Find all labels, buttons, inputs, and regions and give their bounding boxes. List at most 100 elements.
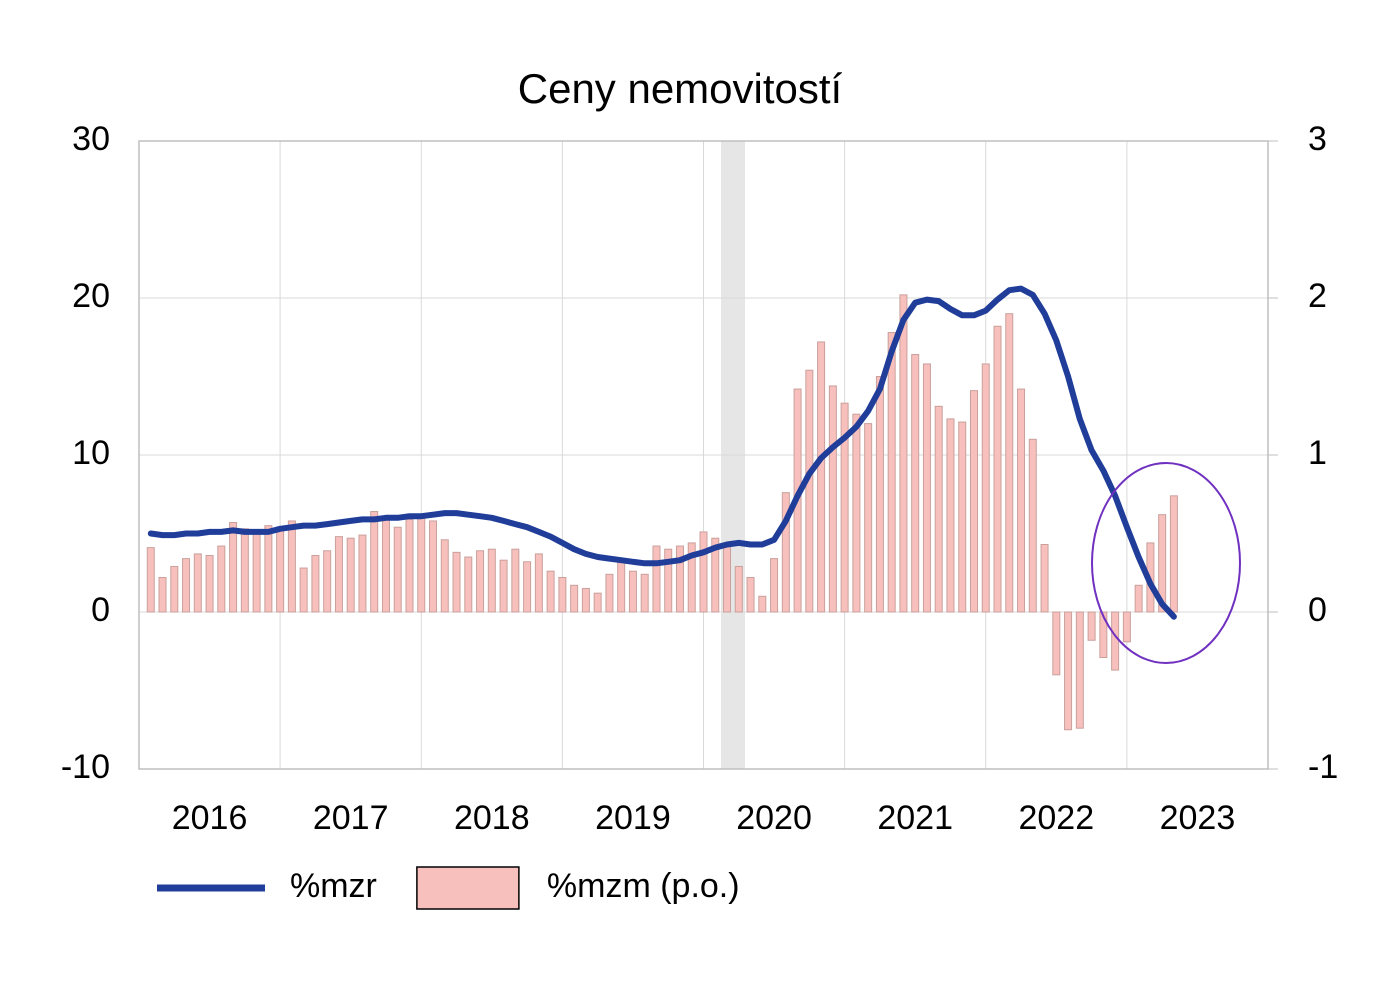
bar	[358, 534, 367, 613]
chart-title: Ceny nemovitostí	[518, 65, 843, 112]
bar	[405, 518, 414, 613]
y2-tick-label: 3	[1308, 120, 1327, 158]
bar	[699, 531, 708, 613]
bar	[969, 390, 978, 613]
bar	[570, 584, 579, 613]
bar	[1122, 611, 1131, 643]
bar	[252, 531, 261, 613]
bar	[711, 537, 720, 613]
legend-swatch	[416, 866, 520, 910]
bar	[323, 550, 332, 613]
bar	[1017, 388, 1026, 613]
bar	[1134, 584, 1143, 613]
bar	[429, 520, 438, 613]
bar	[781, 492, 790, 613]
bar	[370, 511, 379, 613]
bar	[158, 576, 167, 613]
bar	[652, 545, 661, 613]
bar	[287, 520, 296, 613]
bar	[840, 402, 849, 613]
y-tick-label: -10	[61, 748, 110, 786]
legend-label: %mzr	[290, 867, 377, 905]
bar	[1028, 438, 1037, 613]
bar	[1099, 611, 1108, 659]
bar	[770, 558, 779, 613]
bar	[299, 567, 308, 613]
bar	[240, 528, 249, 613]
bar	[805, 369, 814, 613]
bar	[899, 294, 908, 613]
bar	[934, 405, 943, 613]
bar	[746, 576, 755, 613]
bar	[558, 576, 567, 613]
x-tick-label: 2018	[454, 799, 530, 837]
bar	[534, 553, 543, 613]
bar	[864, 423, 873, 613]
bar	[393, 526, 402, 613]
bar	[381, 517, 390, 613]
bar	[1169, 495, 1178, 613]
bar	[758, 595, 767, 613]
x-tick-label: 2017	[313, 799, 389, 837]
bar	[276, 526, 285, 613]
bar	[734, 565, 743, 613]
bar	[993, 325, 1002, 613]
bar	[1064, 611, 1073, 731]
bar	[946, 418, 955, 613]
x-tick-label: 2016	[172, 799, 248, 837]
bar	[523, 561, 532, 613]
bar	[476, 550, 485, 613]
bar	[229, 522, 238, 613]
marks	[146, 285, 1178, 731]
y2-tick-label: -1	[1308, 748, 1338, 786]
bar	[593, 592, 602, 613]
x-tick-label: 2023	[1160, 799, 1236, 837]
bar	[346, 537, 355, 613]
y2-tick-label: 2	[1308, 277, 1327, 315]
bar	[1111, 611, 1120, 671]
x-tick-label: 2022	[1018, 799, 1094, 837]
bar	[499, 559, 508, 613]
bar	[1040, 543, 1049, 613]
bar	[417, 514, 426, 613]
x-tick-label: 2021	[877, 799, 953, 837]
y-tick-label: 20	[72, 277, 110, 315]
bar	[440, 539, 449, 613]
bar	[546, 570, 555, 613]
bar	[664, 548, 673, 613]
x-tick-label: 2019	[595, 799, 671, 837]
annotation-ellipse	[1091, 462, 1241, 664]
bar	[628, 570, 637, 613]
bar	[852, 413, 861, 613]
bar	[264, 525, 273, 613]
bar	[828, 385, 837, 613]
bar	[981, 363, 990, 613]
bar	[146, 547, 155, 613]
bar	[911, 354, 920, 613]
bar	[1075, 611, 1084, 729]
bar	[875, 376, 884, 613]
bar	[723, 545, 732, 613]
bar	[217, 545, 226, 613]
y2-tick-label: 1	[1308, 434, 1327, 472]
bar	[511, 548, 520, 613]
y-tick-label: 10	[72, 434, 110, 472]
legend-label: %mzm (p.o.)	[547, 867, 740, 905]
bar	[640, 573, 649, 613]
bar	[605, 573, 614, 613]
bar	[205, 554, 214, 613]
y-tick-label: 30	[72, 120, 110, 158]
bar	[182, 558, 191, 613]
bar	[193, 553, 202, 613]
bar	[170, 565, 179, 613]
y-tick-label: 0	[91, 591, 110, 629]
bar	[958, 421, 967, 613]
bar	[334, 536, 343, 613]
bar	[675, 545, 684, 613]
bar	[464, 556, 473, 613]
bar	[487, 548, 496, 613]
bar	[887, 332, 896, 613]
bar	[581, 587, 590, 613]
